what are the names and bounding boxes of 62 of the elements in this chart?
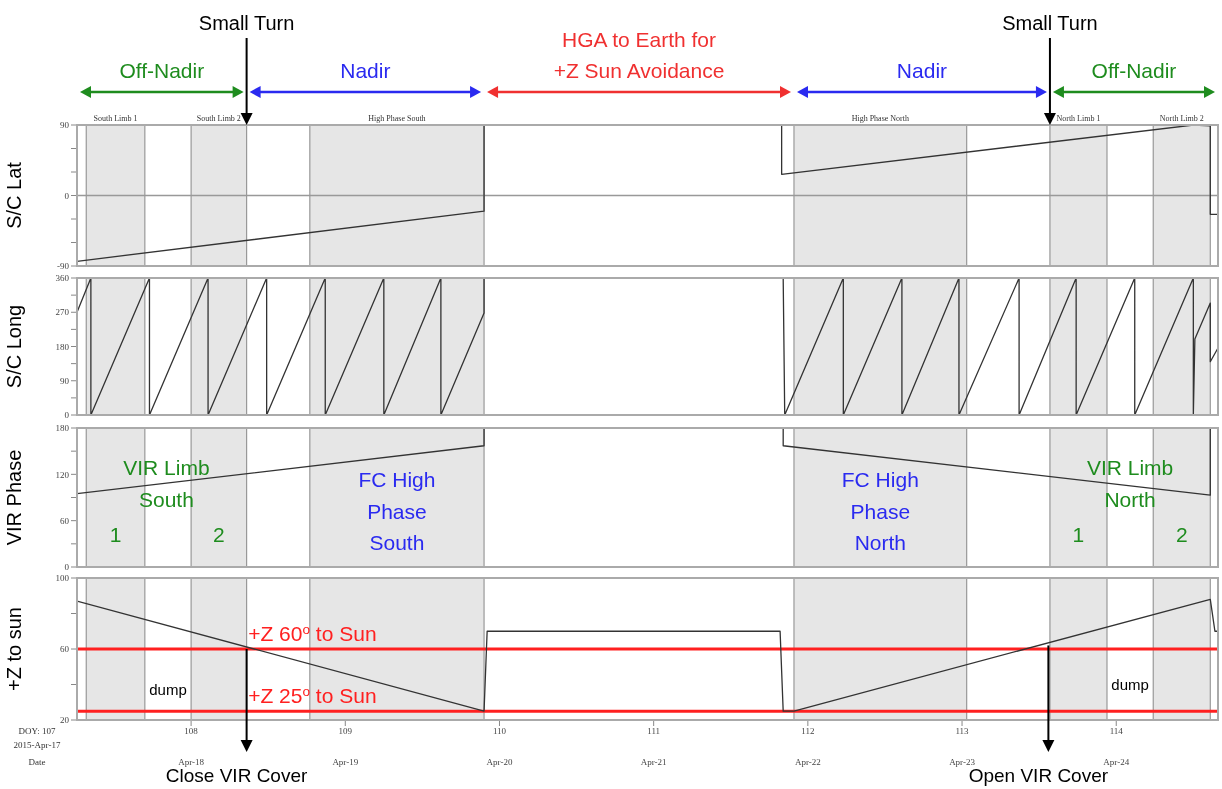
annotation: 1 [109,523,122,547]
y-tick-label: 60 [60,644,70,655]
ref-line-label: +Z 60$^{o}$ to Sun [248,621,377,645]
y-tick-label: 180 [55,341,70,352]
x-tick-label: 112 [801,726,815,737]
x-tick-label: 111 [647,726,661,737]
y-tick-label: 360 [55,273,70,284]
x-tick-label: 114 [1109,726,1124,737]
annotation: dump [1111,675,1149,693]
annotation: 1 [1072,523,1085,547]
text: Apr-19 [332,757,359,767]
y-tick-label: 100 [55,573,70,584]
y-tick-label: 180 [55,423,70,434]
y-tick-label: 120 [55,469,70,480]
annotation: 2 [1175,523,1188,547]
text: Nadir [896,59,948,82]
annotation: dump [149,681,187,699]
band-label: South Limb 2 [196,114,241,123]
x-tick-label: 110 [492,726,507,737]
text: Off-Nadir [119,59,205,82]
band-label: South Limb 1 [93,114,138,123]
ref-line-label: +Z 25$^{o}$ to Sun [248,683,377,708]
y-axis-title: S/C Lat [3,161,26,229]
annotation: Open VIR Cover [968,765,1109,786]
y-tick-label: 270 [55,307,70,318]
band-label: North Limb 1 [1056,114,1101,123]
text: Apr-23 [949,757,976,767]
annotation: VIR Limb North [1086,456,1174,511]
text: Apr-21 [640,757,667,767]
annotation: VIR Limb South [123,456,210,511]
x-tick-label: 109 [338,726,353,737]
annotation: FC High Phase South [358,468,436,555]
text: Small Turn [198,12,295,34]
text: Nadir [340,59,391,82]
band-label: North Limb 2 [1159,114,1204,123]
y-axis-title: S/C Long [3,304,26,389]
y-axis-title: VIR Phase [3,449,26,546]
text: Off-Nadir [1091,59,1177,82]
y-tick-label: 90 [60,375,70,386]
text: Apr-24 [1103,757,1130,767]
x-tick-label: 108 [184,726,199,737]
text: Apr-18 [178,757,205,767]
text: Apr-20 [486,757,513,767]
text: HGA to Earth for +Z Sun Avoidance [553,27,725,82]
text: Small Turn [1002,12,1098,34]
annotation: 2 [213,523,225,547]
y-tick-label: -90 [57,261,70,272]
line-series [77,598,1218,712]
text: Apr-22 [794,757,821,767]
y-tick-label: 60 [60,515,70,526]
band-label: High Phase South [368,114,426,123]
text: DOY: 107 2015-Apr-17 [13,726,61,750]
y-tick-label: 0 [64,190,70,201]
y-tick-label: 90 [60,120,70,131]
annotation: FC High Phase North [841,468,919,555]
band-label: High Phase North [851,114,909,123]
y-tick-label: 0 [64,410,70,421]
y-axis-title: +Z to sun [3,607,26,691]
y-tick-label: 0 [64,562,70,573]
text: Date [28,757,46,767]
y-tick-label: 20 [60,715,70,726]
x-tick-label: 113 [955,726,970,737]
